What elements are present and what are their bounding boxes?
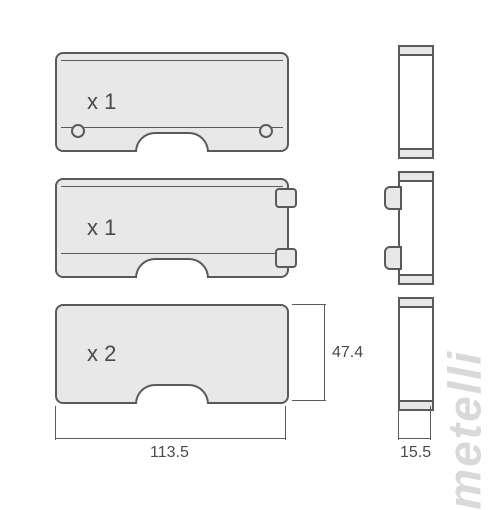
slot-icon bbox=[275, 188, 297, 208]
alignment-pin-icon bbox=[71, 124, 85, 138]
dim-width: 113.5 bbox=[150, 444, 189, 462]
dim-tick bbox=[292, 304, 326, 305]
dim-tick bbox=[430, 406, 431, 440]
pad-notch bbox=[135, 258, 209, 278]
dim-thickness: 15.5 bbox=[400, 444, 431, 462]
clip-icon bbox=[384, 246, 402, 270]
dim-line bbox=[398, 438, 431, 439]
brake-pad-top: x 1 bbox=[55, 52, 289, 152]
dim-line bbox=[55, 438, 286, 439]
pad-notch bbox=[135, 384, 209, 404]
qty-label: x 2 bbox=[87, 341, 116, 367]
qty-label: x 1 bbox=[87, 215, 116, 241]
dim-tick bbox=[285, 406, 286, 440]
brake-pad-middle: x 1 bbox=[55, 178, 289, 278]
side-view-bottom bbox=[398, 304, 434, 404]
dim-height: 47.4 bbox=[332, 344, 363, 362]
qty-label: x 1 bbox=[87, 89, 116, 115]
dim-tick bbox=[398, 406, 399, 440]
dim-tick bbox=[292, 400, 326, 401]
alignment-pin-icon bbox=[259, 124, 273, 138]
dim-tick bbox=[55, 406, 56, 440]
watermark: metelli bbox=[438, 350, 492, 510]
diagram-canvas: x 1 x 1 x 2 113.5 47.4 bbox=[0, 0, 500, 500]
pad-notch bbox=[135, 132, 209, 152]
brake-pad-bottom: x 2 bbox=[55, 304, 289, 404]
clip-icon bbox=[384, 186, 402, 210]
side-view-top bbox=[398, 52, 434, 152]
side-view-middle bbox=[398, 178, 434, 278]
dim-line bbox=[324, 304, 325, 401]
slot-icon bbox=[275, 248, 297, 268]
